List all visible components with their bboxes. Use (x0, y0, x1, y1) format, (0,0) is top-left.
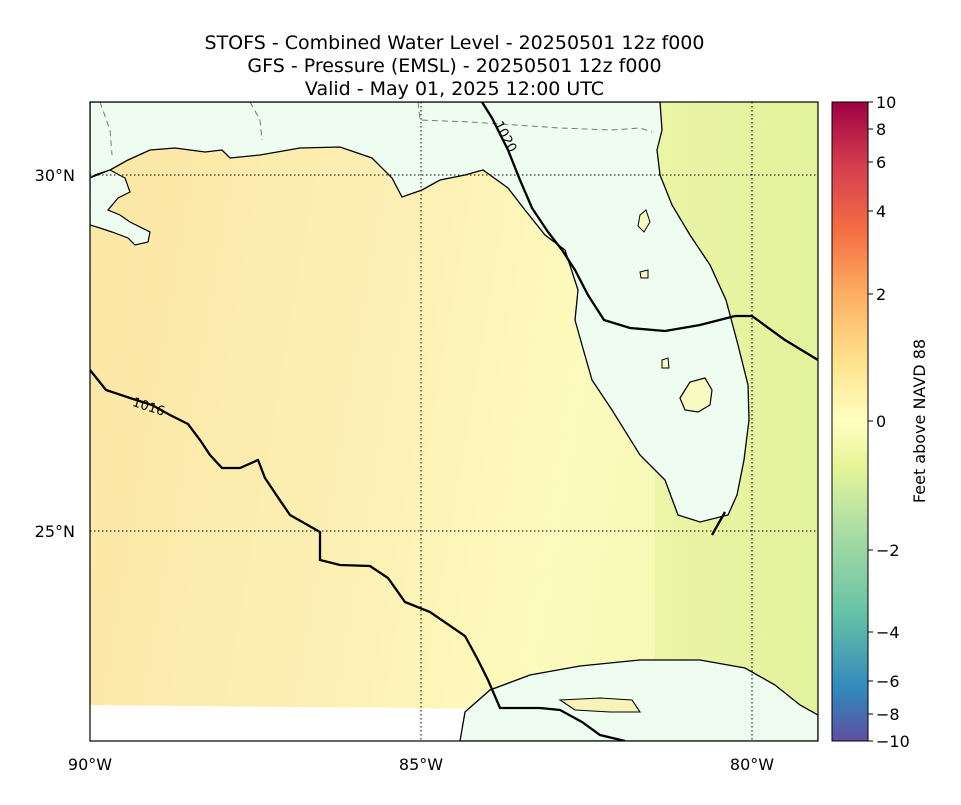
map-title-line-1: STOFS - Combined Water Level - 20250501 … (204, 32, 705, 54)
colorbar-tick-label: −8 (876, 705, 900, 724)
florida-lake (661, 357, 670, 369)
florida-lake (639, 269, 649, 279)
colorbar-tick-label: −4 (876, 623, 900, 642)
map-plot-area (90, 102, 818, 741)
colorbar-tick-label: 6 (876, 153, 886, 172)
colorbar-tick-label: −2 (876, 541, 900, 560)
us-mainland-land (90, 102, 750, 523)
colorbar-tick-label: 10 (876, 93, 896, 112)
state-border (249, 102, 263, 141)
colorbar-axis-label: Feet above NAVD 88 (910, 339, 929, 503)
colorbar-tick-label: 2 (876, 285, 886, 304)
colorbar-gradient (831, 101, 869, 742)
graticule (90, 102, 818, 741)
lon-tick-label-85w: 85°W (399, 755, 443, 774)
map-title-line-3: Valid - May 01, 2025 12:00 UTC (304, 78, 605, 100)
colorbar-ticks: 10 8 6 4 2 0 −2 −4 −6 −8 −10 (868, 93, 910, 751)
cuba-land (459, 659, 818, 741)
cuba-south-land (558, 697, 642, 713)
florida-lake (637, 209, 651, 233)
colorbar-tick-label: 4 (876, 202, 886, 221)
colorbar-tick-label: 8 (876, 120, 886, 139)
isobar-1020 (481, 102, 818, 361)
lat-tick-label-30n: 30°N (35, 166, 75, 185)
colorbar-tick-label: 0 (876, 412, 886, 431)
louisiana-coast-land (90, 169, 151, 246)
colorbar: 10 8 6 4 2 0 −2 −4 −6 −8 −10 Feet above NAVD 88 (831, 93, 929, 751)
lon-tick-label-90w: 90°W (68, 755, 112, 774)
map-title-line-2: GFS - Pressure (EMSL) - 20250501 12z f00… (247, 55, 662, 77)
lat-tick-label-25n: 25°N (35, 522, 75, 541)
map-frame (89, 101, 819, 742)
lon-tick-label-80w: 80°W (730, 755, 774, 774)
lake-okeechobee (679, 377, 713, 413)
colorbar-tick-label: −6 (876, 672, 900, 691)
colorbar-tick-label: −10 (876, 732, 910, 751)
isobar-1020-south (710, 511, 727, 536)
isobar-1016 (90, 369, 626, 741)
